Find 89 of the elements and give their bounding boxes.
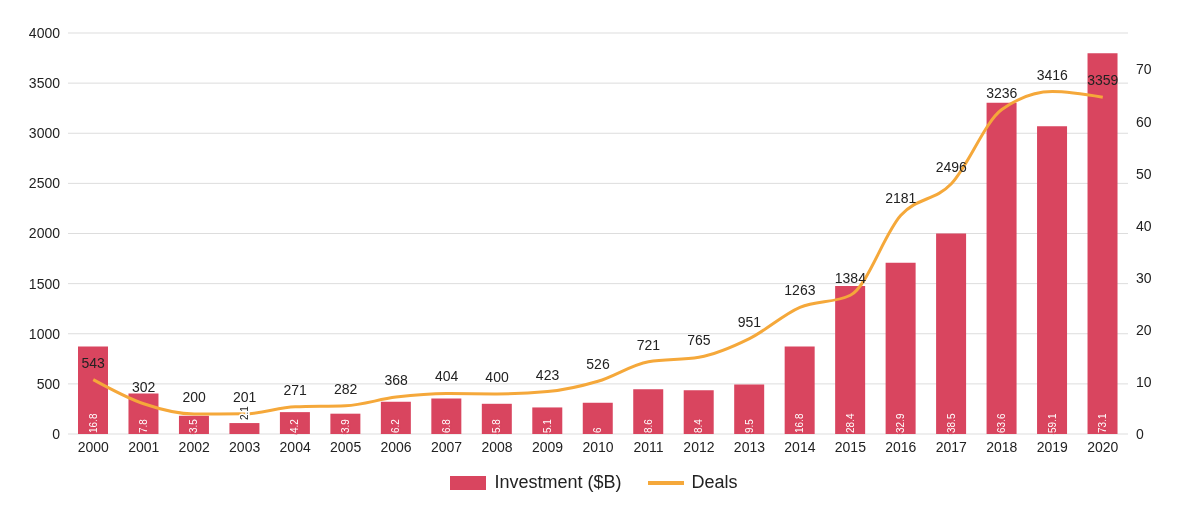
x-tick-label: 2010: [582, 438, 614, 455]
y2-tick-label: 20: [1136, 321, 1152, 338]
y-tick-label: 3000: [28, 125, 61, 142]
data-label: 2181: [885, 190, 917, 207]
y-tick-label: 0: [52, 425, 61, 442]
data-label: 6.8: [440, 418, 452, 433]
data-label: 8.6: [642, 418, 654, 433]
data-label: 201: [232, 388, 257, 405]
y2-tick-label: 10: [1136, 373, 1152, 390]
data-label: 59.1: [1046, 413, 1058, 433]
data-label: 302: [132, 378, 156, 395]
data-label: 38.5: [945, 413, 957, 433]
bar: [582, 402, 613, 434]
data-label: 271: [283, 381, 308, 398]
data-label: 526: [586, 356, 610, 373]
x-tick-label: 2016: [885, 438, 917, 455]
y-tick-label: 2000: [28, 225, 61, 242]
x-tick-label: 2002: [178, 438, 210, 455]
bar: [986, 102, 1017, 434]
x-tick-label: 2018: [986, 438, 1018, 455]
bar: [936, 233, 967, 434]
y-tick-label: 1500: [28, 275, 61, 292]
data-label: 6: [592, 427, 604, 433]
data-label: 28.4: [844, 413, 856, 433]
data-label: 2.1: [238, 405, 250, 421]
y2-tick-label: 50: [1136, 165, 1152, 182]
data-label: 3359: [1087, 72, 1119, 89]
y2-tick-label: 40: [1136, 217, 1152, 234]
data-label: 951: [737, 313, 762, 330]
y-tick-label: 4000: [28, 24, 61, 41]
x-tick-label: 2017: [935, 438, 968, 455]
x-tick-label: 2003: [229, 438, 261, 455]
y2-tick-label: 60: [1136, 113, 1152, 130]
bar: [1087, 53, 1118, 434]
data-label: 404: [434, 368, 459, 385]
data-label: 3.9: [339, 418, 351, 433]
y2-tick-label: 70: [1136, 61, 1152, 78]
x-tick-label: 2008: [481, 438, 513, 455]
legend-label: Investment ($B): [494, 472, 622, 493]
x-tick-label: 2005: [330, 438, 362, 455]
x-tick-label: 2015: [834, 438, 867, 455]
data-label: 3236: [986, 84, 1018, 101]
data-label: 5.1: [541, 418, 553, 433]
y-tick-label: 500: [36, 375, 61, 392]
data-label: 282: [333, 380, 358, 397]
x-tick-label: 2014: [784, 438, 816, 455]
y2-tick-label: 30: [1136, 269, 1152, 286]
data-label: 3416: [1036, 66, 1069, 83]
x-tick-label: 2000: [77, 438, 110, 455]
data-label: 16.8: [794, 413, 806, 433]
x-tick-label: 2001: [128, 438, 160, 455]
data-label: 765: [687, 332, 711, 349]
bar: [784, 346, 815, 434]
data-label: 73.1: [1097, 413, 1109, 433]
data-label: 543: [81, 354, 106, 371]
bar: [1037, 126, 1068, 434]
x-tick-label: 2012: [683, 438, 715, 455]
y-tick-label: 3500: [28, 75, 61, 92]
x-tick-label: 2011: [633, 438, 664, 455]
y-tick-label: 1000: [28, 325, 61, 342]
data-label: 1263: [784, 282, 816, 299]
y2-tick-label: 0: [1136, 425, 1144, 442]
data-label: 423: [535, 366, 560, 383]
data-label: 16.8: [87, 413, 99, 433]
data-label: 368: [384, 372, 408, 389]
bar: [885, 262, 916, 434]
data-label: 6.2: [390, 418, 402, 433]
data-label: 400: [485, 368, 509, 385]
bar: [835, 286, 866, 434]
data-label: 4.2: [289, 418, 301, 433]
data-label: 200: [182, 388, 207, 405]
data-label: 721: [636, 336, 661, 353]
x-tick-label: 2019: [1036, 438, 1069, 455]
legend-label: Deals: [691, 472, 738, 493]
data-label: 8.4: [693, 418, 705, 433]
data-label: 7.8: [137, 418, 149, 433]
data-label: 5.8: [491, 418, 503, 433]
x-tick-label: 2007: [430, 438, 463, 455]
bar: [229, 423, 260, 434]
data-label: 63.6: [996, 413, 1008, 433]
x-tick-label: 2009: [531, 438, 564, 455]
data-label: 9.5: [743, 418, 755, 433]
y-tick-label: 2500: [28, 175, 61, 192]
x-tick-label: 2006: [380, 438, 412, 455]
x-tick-label: 2013: [733, 438, 766, 455]
x-tick-label: 2004: [279, 438, 311, 455]
data-label: 32.9: [895, 413, 907, 433]
data-label: 3.5: [188, 418, 200, 433]
x-tick-label: 2020: [1087, 438, 1119, 455]
